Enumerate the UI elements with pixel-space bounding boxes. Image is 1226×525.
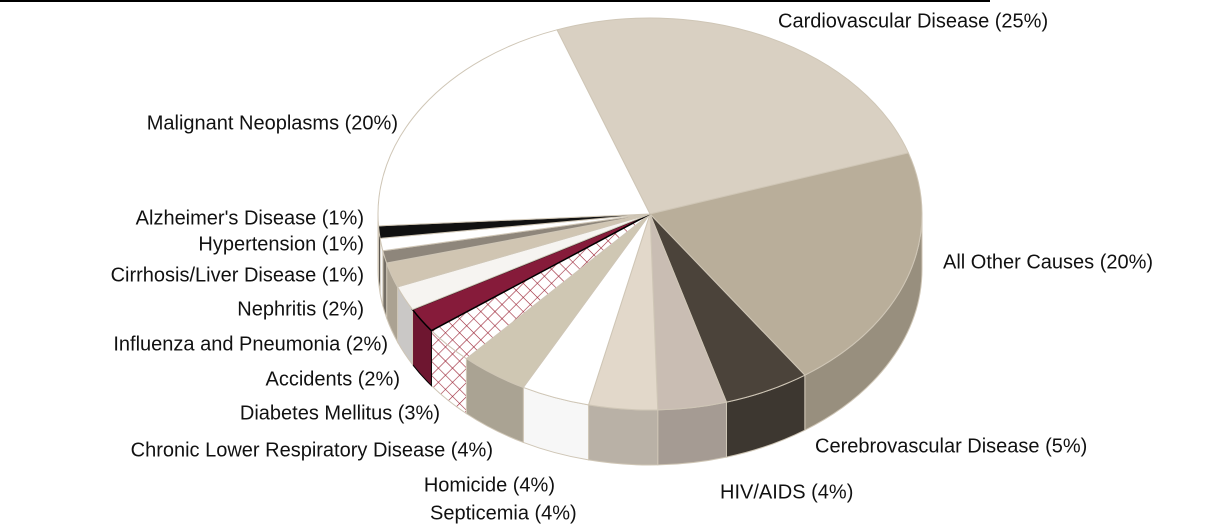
slice-label: Cerebrovascular Disease (5%) bbox=[815, 435, 1087, 457]
slice-label: Hypertension (1%) bbox=[198, 233, 364, 255]
slice-label: Septicemia (4%) bbox=[430, 502, 577, 524]
slice-label: Malignant Neoplasms (20%) bbox=[147, 112, 398, 134]
slice bbox=[556, 17, 910, 215]
slice-label: Diabetes Mellitus (3%) bbox=[240, 402, 440, 424]
slice-label: Cardiovascular Disease (25%) bbox=[778, 10, 1048, 32]
slice-label: Accidents (2%) bbox=[266, 368, 401, 390]
labels: Cardiovascular Disease (25%) All Other Ca… bbox=[111, 10, 1153, 524]
slice-label: All Other Causes (20%) bbox=[943, 251, 1153, 273]
slice-label: Alzheimer's Disease (1%) bbox=[136, 207, 364, 229]
slice bbox=[649, 152, 923, 376]
slice-label: Chronic Lower Respiratory Disease (4%) bbox=[131, 439, 493, 461]
pie-tops bbox=[377, 17, 923, 411]
slice bbox=[377, 29, 651, 227]
slice-label: Nephritis (2%) bbox=[237, 298, 364, 320]
slice-label: HIV/AIDS (4%) bbox=[720, 481, 853, 503]
slice-label: Influenza and Pneumonia (2%) bbox=[113, 333, 388, 355]
slice-label: Cirrhosis/Liver Disease (1%) bbox=[111, 264, 364, 286]
pie-walls bbox=[377, 213, 923, 466]
slice-side bbox=[588, 404, 659, 466]
slice-label: Homicide (4%) bbox=[424, 474, 555, 496]
slice-side bbox=[657, 401, 727, 466]
